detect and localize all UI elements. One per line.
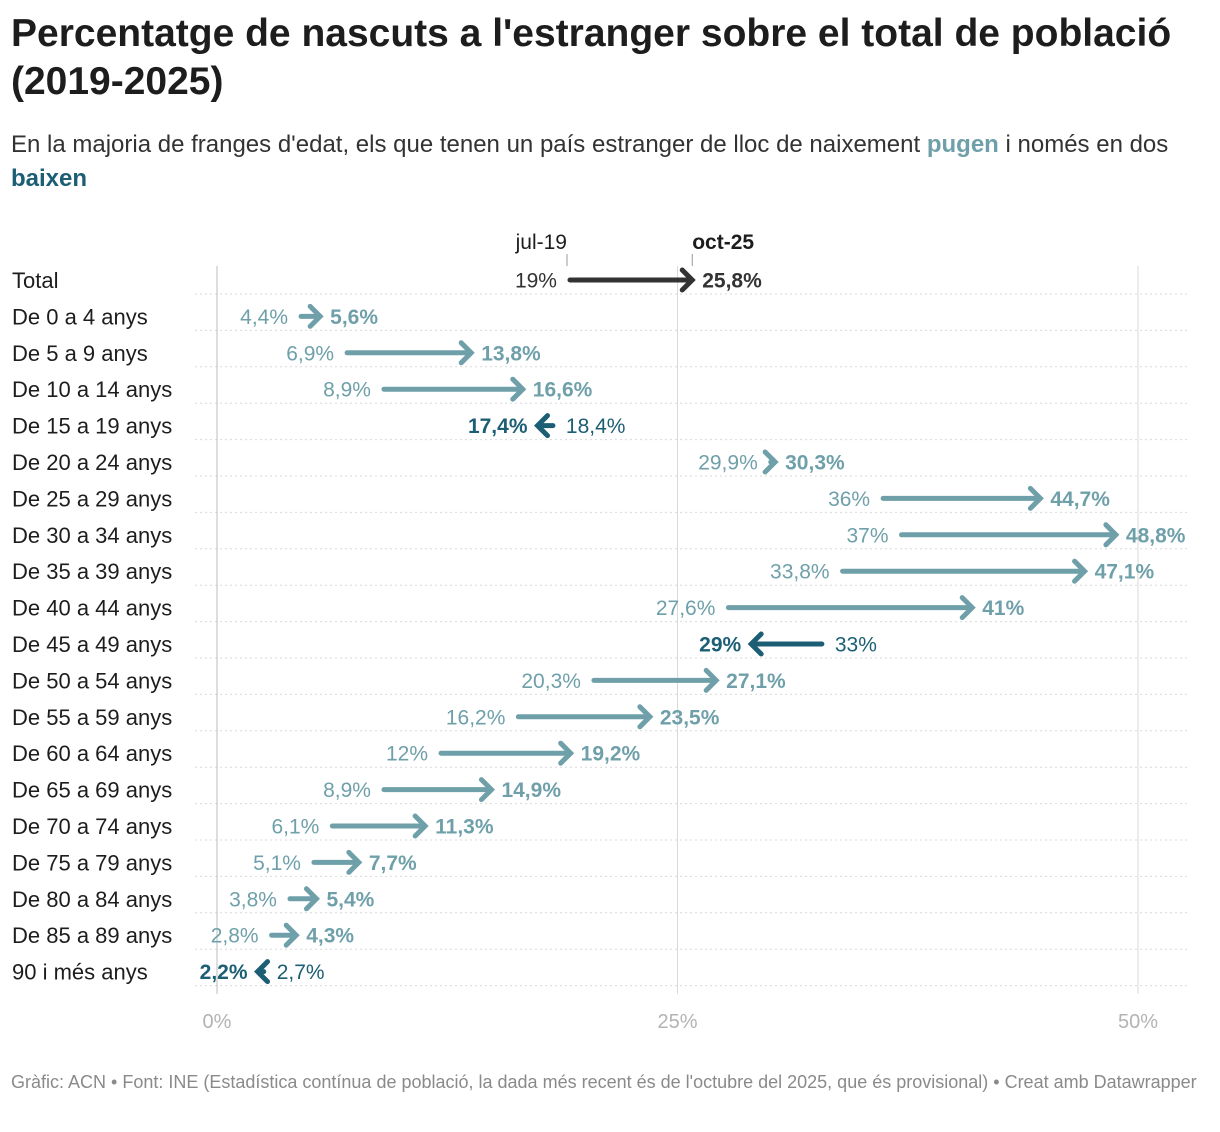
end-value-label: 16,6% <box>533 379 593 402</box>
end-value-label: 11,3% <box>435 816 494 839</box>
end-value-label: 17,4% <box>468 415 528 438</box>
end-value-label: 7,7% <box>369 852 417 875</box>
row-label: De 40 a 44 anys <box>12 596 172 621</box>
subtitle-text-start: En la majoria de franges d'edat, els que… <box>11 131 927 158</box>
row-label: De 5 a 9 anys <box>12 341 148 366</box>
row-label: Total <box>12 268 58 293</box>
end-value-label: 30,3% <box>785 452 845 475</box>
subtitle-keyword-down: baixen <box>11 165 88 192</box>
start-value-label: 2,7% <box>277 961 325 984</box>
row-label: De 65 a 69 anys <box>12 778 172 803</box>
row-label: De 75 a 79 anys <box>12 850 172 875</box>
end-value-label: 41% <box>982 597 1024 620</box>
end-value-label: 14,9% <box>501 779 561 802</box>
arrow-head <box>253 959 271 985</box>
row-label: De 80 a 84 anys <box>12 887 172 912</box>
end-value-label: 25,8% <box>702 270 762 293</box>
start-value-label: 8,9% <box>323 379 371 402</box>
arrow-head <box>283 922 300 948</box>
chart-footer: Gràfic: ACN • Font: INE (Estadística con… <box>11 1072 1197 1092</box>
start-value-label: 27,6% <box>656 597 716 620</box>
subtitle-keyword-up: pugen <box>926 131 999 158</box>
row-label: De 85 a 89 anys <box>12 923 172 948</box>
arrow-head <box>703 667 720 693</box>
arrow-head <box>762 449 779 475</box>
start-value-label: 6,1% <box>271 816 319 839</box>
arrow-head <box>558 740 575 766</box>
arrow-head <box>458 340 475 366</box>
end-value-label: 48,8% <box>1126 524 1186 547</box>
start-value-label: 37% <box>847 524 889 547</box>
arrow-head <box>303 886 321 912</box>
arrow-head <box>1072 558 1089 584</box>
row-label: De 55 a 59 anys <box>12 705 172 730</box>
start-value-label: 33% <box>835 634 877 657</box>
row-label: De 30 a 34 anys <box>12 523 172 548</box>
x-tick-label: 25% <box>657 1011 697 1033</box>
start-value-label: 18,4% <box>566 415 626 438</box>
arrow-head <box>637 704 654 730</box>
arrow-head <box>412 813 429 839</box>
row-label: 90 i més anys <box>12 960 148 985</box>
start-value-label: 36% <box>828 488 870 511</box>
arrow-chart: 0% 25% 50% Total De 0 a 4 anys De 5 a 9 anys D… <box>12 231 1190 1033</box>
start-value-label: 6,9% <box>286 342 334 365</box>
start-value-label: 29,9% <box>698 452 758 475</box>
end-value-label: 47,1% <box>1095 561 1155 584</box>
end-value-label: 19,2% <box>581 743 641 766</box>
row-label: De 25 a 29 anys <box>12 486 172 511</box>
arrow-head <box>1027 485 1044 511</box>
arrow-head <box>307 303 324 329</box>
start-value-label: 33,8% <box>770 561 830 584</box>
end-value-label: 27,1% <box>726 670 786 693</box>
arrow-head <box>747 631 764 657</box>
end-value-label: 2,2% <box>200 961 248 984</box>
arrow-head <box>1103 522 1120 548</box>
chart-subtitle: En la majoria de franges d'edat, els que… <box>11 128 1206 196</box>
arrow-head <box>533 413 551 439</box>
arrow-head <box>959 595 976 621</box>
end-value-label: 23,5% <box>660 706 720 729</box>
start-value-label: 5,1% <box>253 852 301 875</box>
end-value-label: 5,6% <box>330 306 378 329</box>
arrow-head <box>478 777 495 803</box>
start-value-label: 4,4% <box>240 306 288 329</box>
row-label: De 20 a 24 anys <box>12 450 172 475</box>
row-label: De 45 a 49 anys <box>12 632 172 657</box>
end-value-label: 4,3% <box>306 925 354 948</box>
end-value-label: 44,7% <box>1050 488 1110 511</box>
row-label: De 60 a 64 anys <box>12 741 172 766</box>
row-label: De 35 a 39 anys <box>12 559 172 584</box>
start-series-label: jul-19 <box>515 231 567 254</box>
start-value-label: 8,9% <box>323 779 371 802</box>
arrow-head <box>679 267 696 293</box>
x-tick-label: 50% <box>1118 1011 1158 1033</box>
x-tick-label: 0% <box>203 1011 232 1033</box>
arrow-head <box>346 849 363 875</box>
row-label: De 10 a 14 anys <box>12 377 172 402</box>
start-value-label: 3,8% <box>229 888 277 911</box>
subtitle-text-middle: i només en dos <box>998 131 1169 158</box>
end-value-label: 13,8% <box>481 342 541 365</box>
start-value-label: 20,3% <box>521 670 581 693</box>
row-label: De 70 a 74 anys <box>12 814 172 839</box>
start-value-label: 2,8% <box>211 925 259 948</box>
end-series-label: oct-25 <box>692 231 754 254</box>
chart-title: Percentatge de nascuts a l'estranger sob… <box>11 12 1172 103</box>
end-value-label: 5,4% <box>326 888 374 911</box>
end-value-label: 29% <box>699 634 741 657</box>
row-label: De 15 a 19 anys <box>12 414 172 439</box>
row-label: De 0 a 4 anys <box>12 304 148 329</box>
start-value-label: 19% <box>515 270 557 293</box>
start-value-label: 12% <box>386 743 428 766</box>
arrow-head <box>510 376 527 402</box>
start-value-label: 16,2% <box>446 706 506 729</box>
row-label: De 50 a 54 anys <box>12 668 172 693</box>
